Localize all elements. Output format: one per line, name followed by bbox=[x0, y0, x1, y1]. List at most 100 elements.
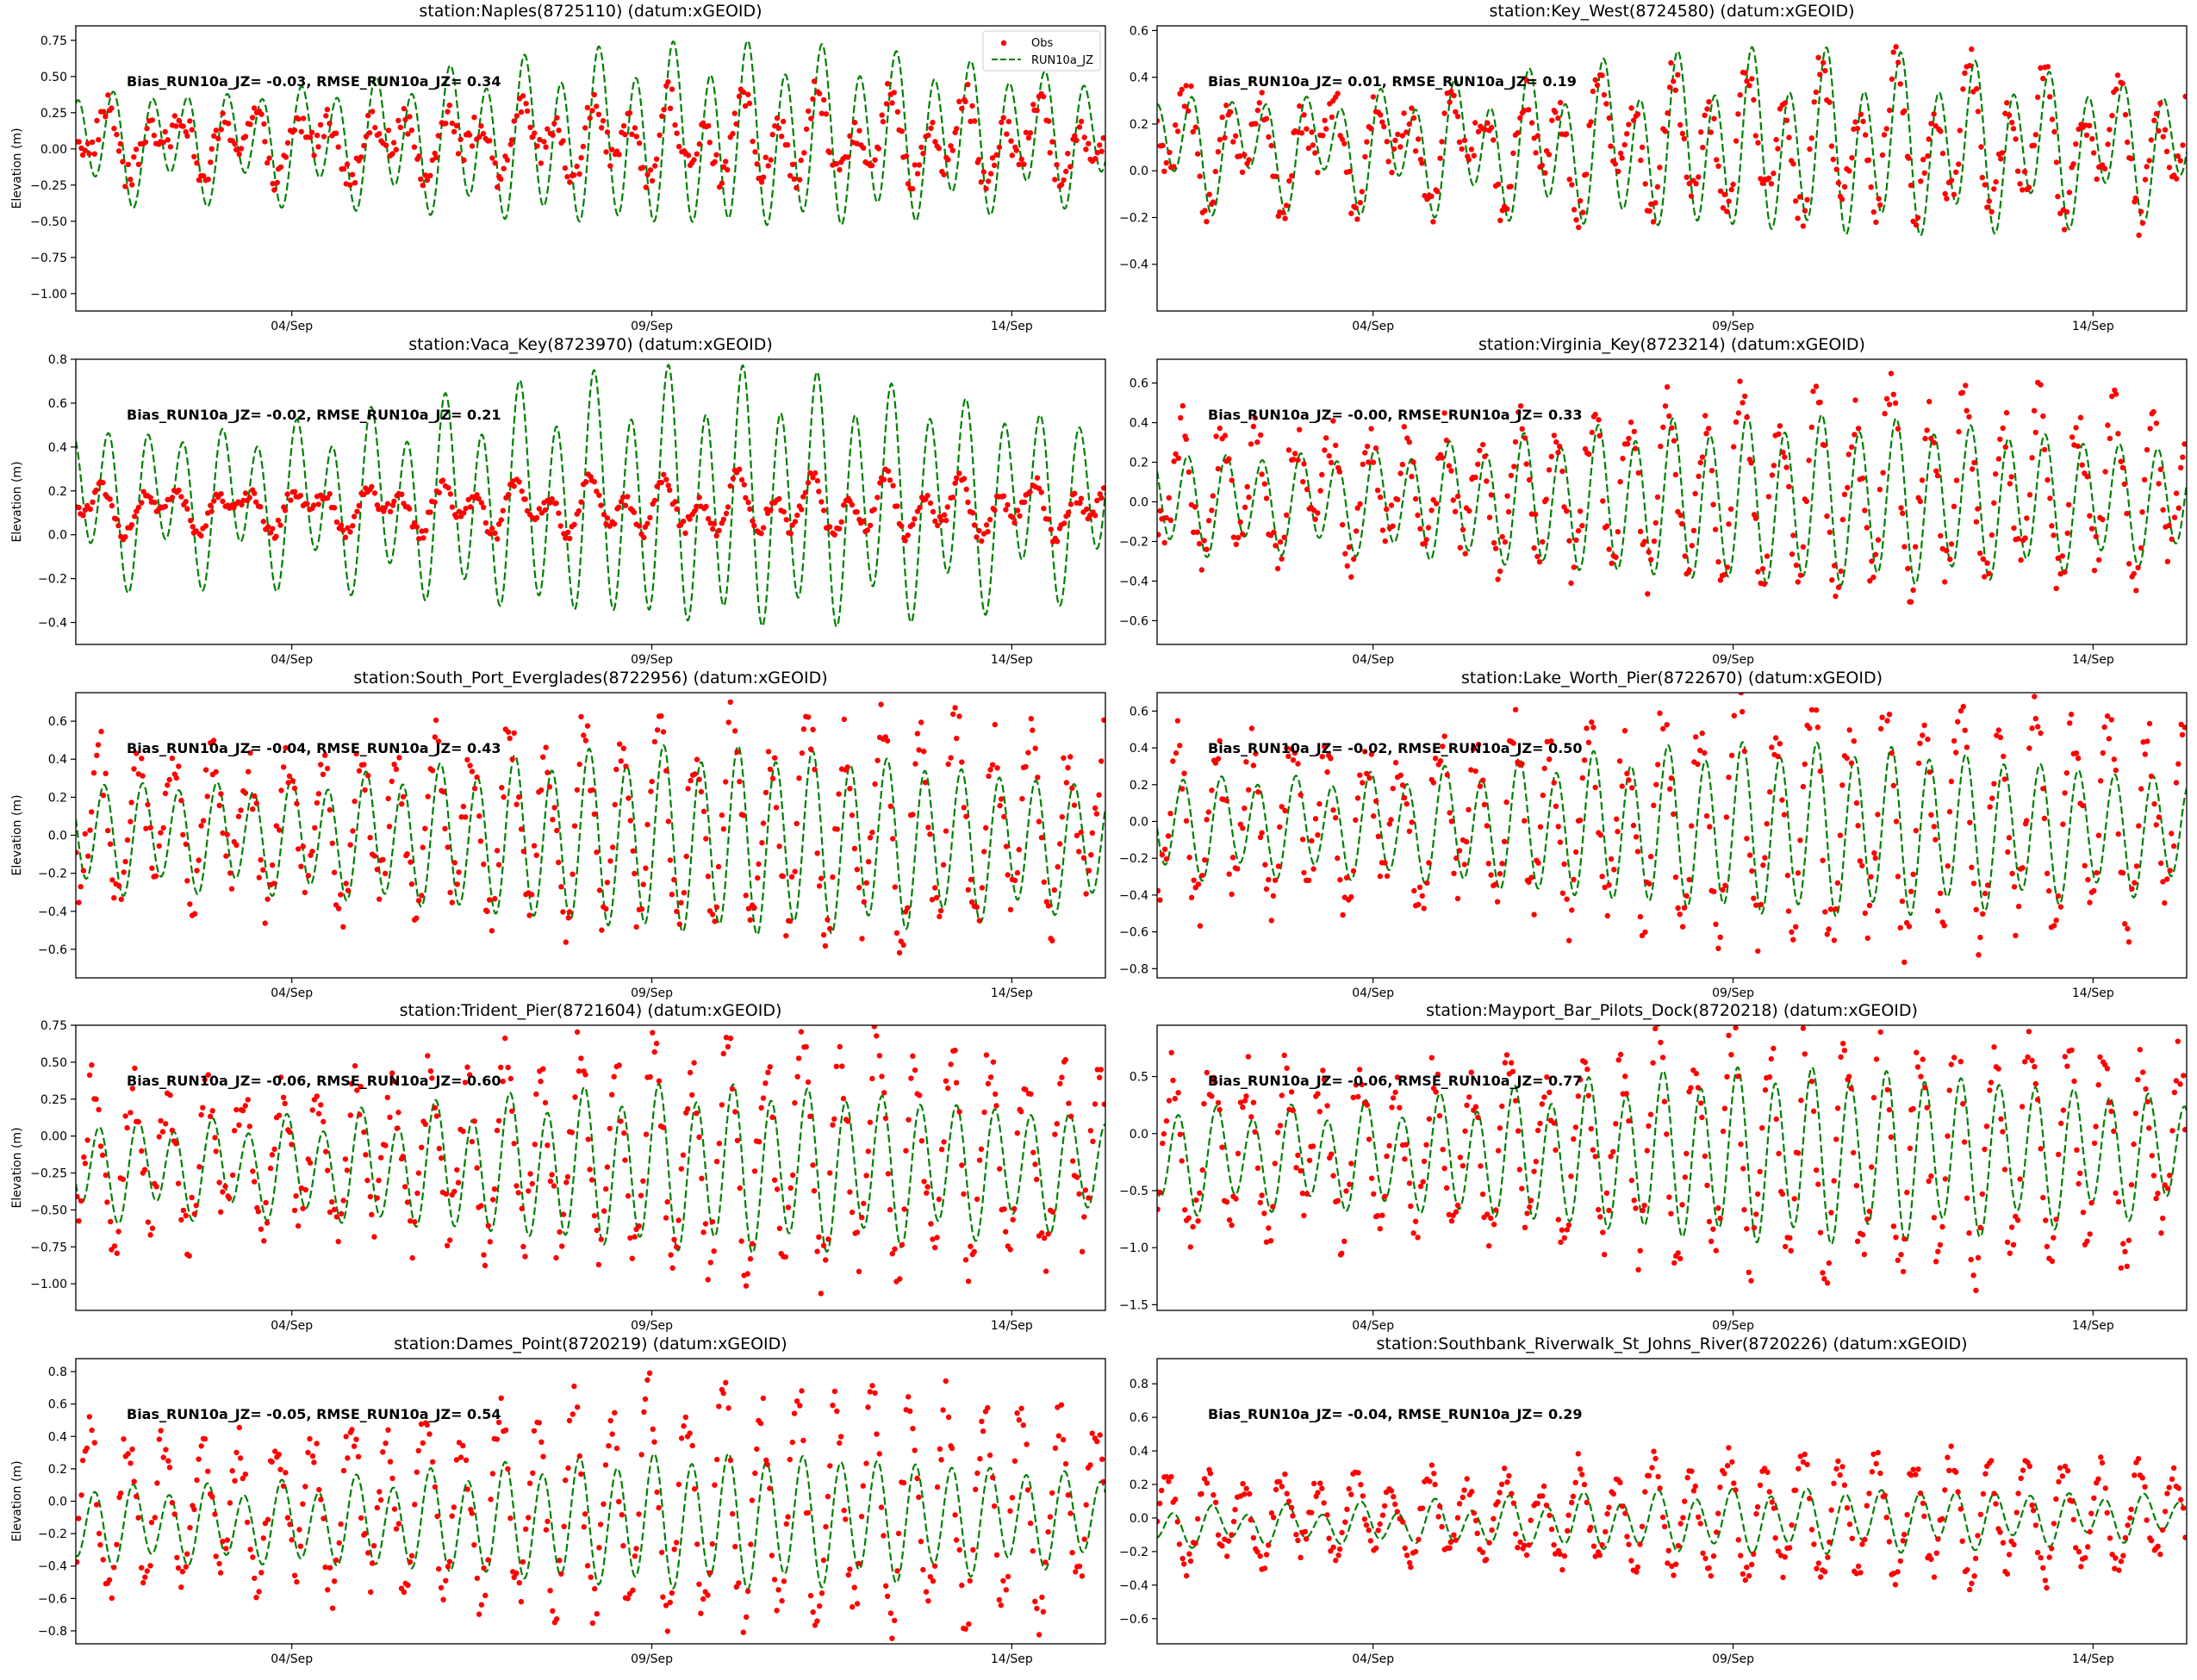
obs-point bbox=[841, 502, 847, 508]
obs-point bbox=[1924, 1104, 1930, 1111]
obs-point bbox=[2047, 495, 2053, 501]
obs-point bbox=[2122, 1534, 2129, 1541]
obs-point bbox=[293, 1193, 299, 1199]
obs-point bbox=[1215, 1532, 1222, 1538]
obs-point bbox=[1960, 86, 1966, 92]
obs-point bbox=[449, 504, 456, 510]
obs-point bbox=[767, 766, 774, 773]
obs-point bbox=[109, 105, 115, 111]
obs-point bbox=[1846, 168, 1852, 174]
obs-point bbox=[1391, 1494, 1397, 1500]
obs-point bbox=[1210, 199, 1217, 205]
obs-point bbox=[675, 1481, 682, 1488]
obs-point bbox=[1092, 1101, 1098, 1107]
obs-point bbox=[507, 141, 513, 147]
obs-point bbox=[2126, 561, 2132, 567]
obs-point bbox=[149, 865, 155, 871]
obs-point bbox=[1608, 1154, 1614, 1160]
obs-point bbox=[2042, 1577, 2049, 1584]
obs-point bbox=[1995, 727, 2001, 733]
obs-point bbox=[1348, 574, 1354, 580]
obs-point bbox=[1257, 834, 1264, 841]
obs-point bbox=[1597, 1214, 1603, 1220]
obs-point bbox=[932, 139, 938, 145]
obs-point bbox=[1261, 1210, 1267, 1216]
obs-point bbox=[93, 1502, 100, 1508]
obs-point bbox=[576, 171, 582, 177]
obs-point bbox=[227, 1500, 233, 1506]
obs-point bbox=[426, 1431, 433, 1437]
obs-point bbox=[1163, 1473, 1170, 1480]
obs-point bbox=[748, 1541, 754, 1547]
obs-point bbox=[1662, 128, 1669, 134]
obs-point bbox=[1712, 526, 1719, 532]
obs-point bbox=[1614, 816, 1620, 822]
obs-point bbox=[1855, 426, 1862, 432]
obs-point bbox=[1957, 1506, 1964, 1512]
obs-point bbox=[1740, 708, 1746, 715]
obs-point bbox=[1714, 1529, 1720, 1535]
panel-6: station:Trident_Pier(8721604) (datum:xGE… bbox=[10, 1001, 1106, 1333]
obs-point bbox=[945, 1414, 952, 1421]
obs-point bbox=[1086, 140, 1092, 146]
obs-point bbox=[1596, 1552, 1603, 1559]
obs-point bbox=[965, 887, 972, 893]
obs-point bbox=[591, 1212, 598, 1219]
obs-point bbox=[2010, 1241, 2017, 1248]
obs-point bbox=[1580, 209, 1586, 215]
obs-point bbox=[774, 1186, 781, 1192]
obs-point bbox=[1174, 128, 1181, 134]
obs-point bbox=[212, 1511, 218, 1517]
obs-point bbox=[641, 534, 647, 541]
obs-point bbox=[774, 1608, 780, 1614]
obs-point bbox=[929, 897, 936, 903]
obs-point bbox=[1301, 112, 1307, 118]
obs-point bbox=[94, 117, 100, 124]
obs-point bbox=[1971, 1573, 1977, 1579]
obs-point bbox=[211, 133, 217, 139]
obs-point bbox=[358, 154, 364, 160]
obs-point bbox=[2000, 1129, 2006, 1135]
obs-point bbox=[393, 1526, 400, 1532]
obs-point bbox=[741, 482, 747, 488]
obs-point bbox=[1167, 517, 1174, 523]
obs-point bbox=[2038, 382, 2044, 388]
obs-point bbox=[609, 146, 615, 152]
obs-point bbox=[1855, 1563, 1862, 1570]
obs-point bbox=[311, 152, 317, 159]
obs-point bbox=[834, 826, 840, 832]
obs-point bbox=[620, 122, 627, 129]
obs-point bbox=[2055, 193, 2061, 200]
obs-point bbox=[1868, 874, 1874, 880]
obs-point bbox=[305, 1449, 311, 1456]
obs-point bbox=[314, 132, 321, 139]
obs-point bbox=[471, 1542, 477, 1548]
obs-point bbox=[1761, 1465, 1768, 1472]
obs-point bbox=[474, 1165, 480, 1171]
obs-point bbox=[692, 1486, 698, 1492]
obs-point bbox=[2010, 126, 2017, 132]
obs-point bbox=[1839, 196, 1845, 202]
obs-point bbox=[1417, 1183, 1424, 1190]
obs-point bbox=[1412, 1548, 1419, 1555]
model-series-line bbox=[1157, 1066, 2187, 1246]
obs-point bbox=[1484, 478, 1490, 484]
obs-point bbox=[691, 508, 698, 514]
obs-point bbox=[1751, 1224, 1758, 1231]
obs-point bbox=[178, 1584, 184, 1590]
obs-point bbox=[2100, 516, 2106, 523]
obs-point bbox=[1025, 750, 1031, 756]
obs-point bbox=[111, 1243, 118, 1249]
obs-point bbox=[956, 713, 962, 719]
y-tick-label: 0.25 bbox=[40, 1093, 67, 1107]
obs-point bbox=[1302, 1528, 1309, 1535]
y-tick-label: −0.8 bbox=[38, 1625, 67, 1639]
obs-point bbox=[1862, 910, 1868, 917]
y-tick-label: 0.4 bbox=[1130, 1445, 1148, 1459]
obs-point bbox=[1049, 1209, 1056, 1216]
obs-point bbox=[1681, 905, 1688, 911]
obs-point bbox=[162, 503, 169, 510]
obs-point bbox=[2059, 1473, 2066, 1479]
obs-point bbox=[1174, 718, 1181, 724]
obs-point bbox=[286, 773, 293, 779]
